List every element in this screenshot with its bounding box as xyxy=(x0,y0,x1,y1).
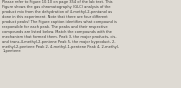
Text: Please refer to Figure 10.10 on page 354 of the lab text. This
Figure shows the : Please refer to Figure 10.10 on page 354… xyxy=(2,0,119,53)
